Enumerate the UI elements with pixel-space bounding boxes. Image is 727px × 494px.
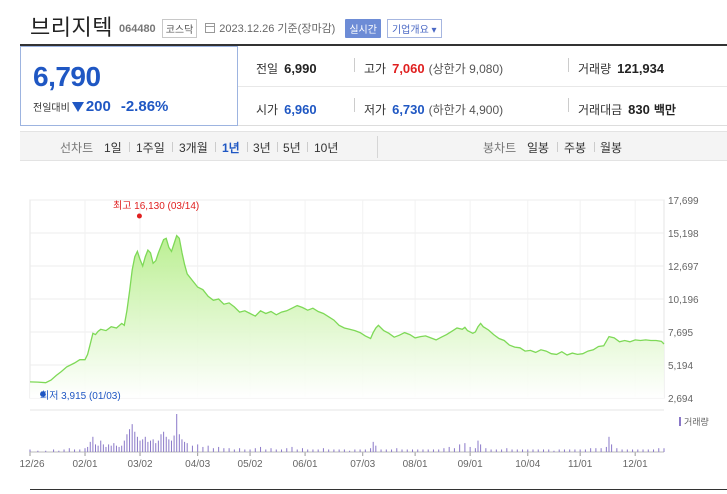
stock-name: 브리지텍 bbox=[30, 15, 113, 40]
stat-amount: 거래대금 830 백만 bbox=[578, 101, 676, 118]
divider bbox=[277, 142, 278, 152]
low-label: 저가 bbox=[364, 103, 387, 117]
x-tick-label: 04/03 bbox=[185, 459, 210, 470]
change-line: 전일대비 200 -2.86% bbox=[33, 98, 168, 115]
line-chart-title: 선차트 bbox=[60, 141, 94, 155]
candle-daily[interactable]: 일봉 bbox=[527, 141, 550, 155]
divider bbox=[568, 98, 569, 112]
period-5y[interactable]: 5년 bbox=[283, 141, 301, 155]
stat-prev-close: 전일 6,990 bbox=[256, 60, 317, 77]
realtime-button[interactable]: 실시간 bbox=[345, 18, 381, 38]
prev-close-value: 6,990 bbox=[284, 61, 317, 76]
volume-value: 121,934 bbox=[617, 61, 665, 76]
header-divider bbox=[20, 44, 727, 46]
x-tick-label: 12/01 bbox=[623, 459, 648, 470]
volume-label: 거래량 bbox=[578, 62, 612, 76]
divider bbox=[247, 142, 248, 152]
stat-open: 시가 6,960 bbox=[256, 101, 317, 118]
candle-chart-title: 봉차트 bbox=[483, 141, 517, 155]
period-3m[interactable]: 3개월 bbox=[179, 141, 208, 155]
divider bbox=[215, 142, 216, 152]
amount-unit: 백만 bbox=[653, 103, 676, 117]
bottom-divider bbox=[30, 489, 727, 490]
company-overview-button[interactable]: 기업개요 ▾ bbox=[386, 18, 442, 38]
y-tick-label: 2,694 bbox=[668, 394, 693, 405]
change-percent: -2.86% bbox=[120, 98, 169, 115]
high-marker bbox=[136, 213, 142, 219]
calendar-icon bbox=[205, 23, 216, 33]
x-tick-label: 09/01 bbox=[458, 459, 483, 470]
y-tick-label: 12,697 bbox=[668, 262, 699, 273]
x-tick-label: 12/26 bbox=[19, 459, 44, 470]
change-value: 200 bbox=[85, 98, 111, 115]
stat-high: 고가 7,060 (상한가 9,080) bbox=[364, 60, 503, 77]
stock-code: 064480 bbox=[118, 22, 156, 35]
stat-volume: 거래량 121,934 bbox=[578, 60, 664, 77]
low-marker bbox=[40, 391, 46, 397]
high-label: 고가 bbox=[364, 62, 387, 76]
open-value: 6,960 bbox=[284, 102, 317, 117]
high-value: 7,060 bbox=[392, 61, 425, 76]
x-tick-label: 08/01 bbox=[403, 459, 428, 470]
lower-limit: (하한가 4,900) bbox=[428, 103, 504, 117]
y-tick-label: 7,695 bbox=[668, 328, 693, 339]
divider bbox=[594, 142, 595, 152]
low-annotation: 최저 3,915 (01/03) bbox=[40, 390, 121, 402]
price-line bbox=[29, 234, 665, 384]
period-1y[interactable]: 1년 bbox=[222, 141, 240, 155]
price-area bbox=[30, 235, 664, 398]
volume-legend-swatch bbox=[679, 417, 681, 426]
quote-date-value: 2023.12.26 bbox=[219, 23, 275, 35]
high-annotation: 최고 16,130 (03/14) bbox=[113, 200, 199, 212]
y-tick-label: 5,194 bbox=[668, 361, 693, 372]
x-tick-label: 03/02 bbox=[128, 459, 153, 470]
chart-period-bar: 선차트 1일 1주일 3개월 1년 3년 5년 10년 봉차트 일봉 주봉 월봉 bbox=[20, 131, 727, 161]
period-10y[interactable]: 10년 bbox=[314, 141, 339, 155]
upper-limit: (상한가 9,080) bbox=[428, 62, 504, 76]
market-badge: 코스닥 bbox=[161, 18, 198, 38]
quote-basis: 기준(장마감) bbox=[277, 23, 336, 35]
y-tick-label: 10,196 bbox=[668, 295, 699, 306]
current-price-box: 6,790 전일대비 200 -2.86% bbox=[20, 46, 238, 126]
divider bbox=[568, 58, 569, 72]
divider bbox=[307, 142, 308, 152]
down-triangle-icon bbox=[71, 101, 84, 112]
current-price: 6,790 bbox=[33, 61, 101, 92]
x-tick-label: 10/04 bbox=[515, 459, 540, 470]
divider bbox=[129, 142, 130, 152]
summary-row-divider bbox=[238, 86, 727, 87]
stat-low: 저가 6,730 (하한가 4,900) bbox=[364, 101, 503, 118]
y-tick-label: 15,198 bbox=[668, 229, 699, 240]
price-summary: 6,790 전일대비 200 -2.86% 전일 6,990 고가 7,060 … bbox=[20, 46, 727, 126]
candle-monthly[interactable]: 월봉 bbox=[600, 141, 623, 155]
x-tick-label: 02/01 bbox=[73, 459, 98, 470]
x-tick-label: 07/03 bbox=[350, 459, 375, 470]
amount-label: 거래대금 bbox=[578, 103, 623, 117]
amount-value: 830 bbox=[628, 102, 650, 117]
volume-legend: 거래량 bbox=[684, 416, 709, 427]
divider bbox=[354, 98, 355, 112]
x-tick-label: 11/01 bbox=[568, 459, 593, 470]
period-3y[interactable]: 3년 bbox=[253, 141, 271, 155]
stock-header: 브리지텍 064480 코스닥 2023.12.26 기준(장마감) 실시간 기… bbox=[30, 12, 442, 40]
open-label: 시가 bbox=[256, 103, 279, 117]
y-tick-label: 17,699 bbox=[668, 196, 699, 207]
prev-close-label: 전일 bbox=[256, 62, 279, 76]
period-1d[interactable]: 1일 bbox=[104, 141, 122, 155]
x-tick-label: 05/02 bbox=[238, 459, 263, 470]
quote-date: 2023.12.26 기준(장마감) bbox=[219, 20, 335, 36]
candle-weekly[interactable]: 주봉 bbox=[564, 141, 587, 155]
period-1w[interactable]: 1주일 bbox=[136, 141, 165, 155]
price-chart-svg: 17,699 15,198 12,697 10,196 7,695 5,194 2,694 1… bbox=[19, 196, 709, 470]
divider bbox=[557, 142, 558, 152]
price-chart: 17,699 15,198 12,697 10,196 7,695 5,194 2,694 1… bbox=[0, 170, 727, 494]
divider bbox=[354, 58, 355, 72]
divider bbox=[172, 142, 173, 152]
change-label: 전일대비 bbox=[33, 103, 70, 114]
bar-divider bbox=[377, 136, 378, 158]
x-tick-label: 06/01 bbox=[293, 459, 318, 470]
low-value: 6,730 bbox=[392, 102, 425, 117]
